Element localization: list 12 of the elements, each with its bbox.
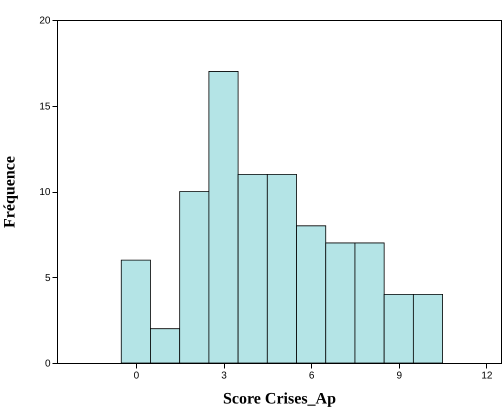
y-tick-label: 0 [44, 358, 51, 370]
x-tick-label: 0 [134, 370, 140, 382]
x-axis-title: Score Crises_Ap [222, 390, 336, 408]
y-tick-label: 20 [39, 16, 51, 26]
y-tick-label: 15 [39, 101, 51, 112]
y-tick-label: 5 [44, 272, 51, 284]
x-tick-label: 6 [308, 370, 315, 382]
x-tick-label: 9 [396, 370, 402, 382]
x-tick-label: 3 [221, 370, 228, 382]
y-tick-label: 10 [39, 187, 51, 198]
y-axis-title: Fréquence [1, 156, 18, 228]
x-tick-label: 12 [481, 370, 493, 382]
